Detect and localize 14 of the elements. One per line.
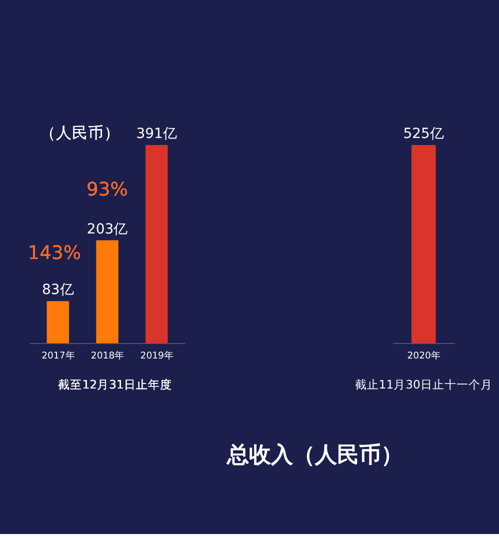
text: 截止11月30日止十一个月 [354,377,492,392]
data-label: 391亿 [136,126,177,142]
x-tick-label: 2020年 [407,350,440,362]
x-tick-label: 2017年 [42,350,74,362]
x-tick-label: 2018年 [90,350,124,362]
annotation: 143% [28,243,82,264]
text: 截至12月31日止年度 [58,377,172,392]
data-label: 203亿 [86,221,128,238]
x-tick-label: 2019年 [140,350,173,362]
text: 总收入（人民币） [226,443,403,468]
annotation: 93% [86,179,128,200]
text: （人民币） [40,124,120,142]
data-label: 525亿 [403,126,444,142]
data-label: 83亿 [42,282,74,298]
